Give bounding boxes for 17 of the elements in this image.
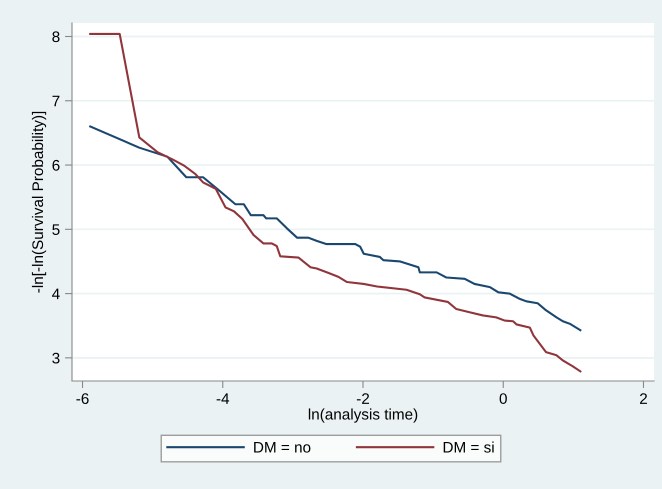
line-series <box>89 125 582 332</box>
y-tick-label: 7 <box>52 96 60 106</box>
x-tick-label: -4 <box>216 393 230 404</box>
y-tick-label: 5 <box>52 224 60 235</box>
y-tick-label: 4 <box>52 288 60 300</box>
x-axis-title: ln(analysis time) <box>308 408 418 423</box>
x-tick-label: 2 <box>640 393 647 404</box>
legend-label: DM = si <box>444 441 494 453</box>
x-tick-label: -2 <box>356 393 370 404</box>
y-tick-label: 6 <box>52 160 60 171</box>
line-series <box>89 32 582 372</box>
y-tick-label: 8 <box>52 31 60 42</box>
legend-label: DM = no <box>254 442 310 453</box>
x-tick-label: -6 <box>76 393 89 404</box>
y-tick-label: 3 <box>52 352 60 364</box>
y-axis-title: -ln[-ln(Survival Probability)] <box>32 112 46 293</box>
x-tick-label: 0 <box>500 393 507 404</box>
